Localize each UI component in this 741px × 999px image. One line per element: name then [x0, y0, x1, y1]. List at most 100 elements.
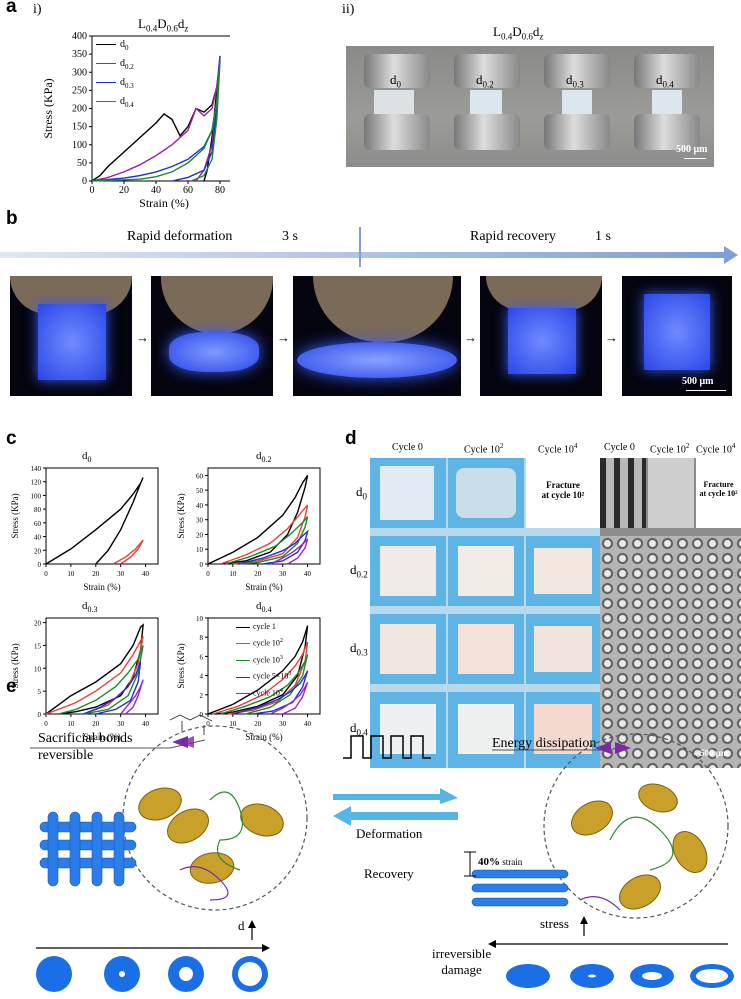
panel-b-label: b	[6, 208, 18, 229]
energy-dissipation-label: Energy dissipation	[492, 736, 597, 751]
y-tick-label: 10	[196, 615, 204, 623]
panel-a-ii-label: ii)	[342, 2, 355, 17]
timeline-divider	[359, 227, 361, 267]
y-tick-label: 30	[196, 517, 204, 525]
bottom-platen	[544, 114, 610, 150]
y-tick-label: 0	[38, 561, 42, 569]
series-line-0	[207, 475, 309, 565]
row-label-d0-2: d0.2	[350, 562, 368, 580]
x-tick-label: 20	[92, 720, 100, 728]
chart-c-title-d0-3: d0.3	[82, 600, 98, 615]
top-platen	[364, 54, 430, 88]
x-tick-label: 80	[215, 185, 225, 196]
x-tick-label: 10	[229, 720, 237, 728]
y-tick-label: 60	[196, 472, 204, 480]
panel-e-label: e	[6, 676, 17, 697]
y-tick-label: 0	[200, 561, 204, 569]
x-tick-label: 0	[44, 720, 48, 728]
legend-cycle-10-2: cycle 102	[236, 634, 291, 651]
arrow-icon: →	[277, 330, 290, 345]
top-platen	[544, 54, 610, 88]
row-label-d0-4: d0.4	[350, 720, 368, 738]
y-tick-label: 60	[34, 520, 42, 528]
chart-c-d0-4: 0 10 20 30 40 0 2 4 6 8 10 Strain (%) Stress (KPa)	[176, 615, 321, 742]
panel-a-i-label: i)	[33, 2, 42, 17]
x-tick-label: 40	[151, 185, 161, 196]
row-label-d0-3: d0.3	[350, 640, 368, 658]
chart-c-title-d0-2: d0.2	[256, 450, 272, 465]
x-axis-label: Strain (%)	[139, 196, 189, 210]
y-tick-label: 50	[77, 158, 87, 169]
panel-d-photo-grid: Fracture at cycle 10²	[370, 458, 600, 768]
x-tick-label: 30	[279, 720, 287, 728]
x-axis-label: Strain (%)	[245, 732, 282, 742]
chart-c-title-d0-4: d0.4	[256, 600, 272, 615]
fluorescent-photo-2	[151, 276, 273, 396]
x-tick-label: 30	[117, 570, 125, 578]
photo-label-d0-2: d0.2	[476, 72, 494, 90]
photo-d0-4-cycle10000	[526, 692, 600, 768]
y-tick-label: 200	[72, 104, 87, 115]
x-tick-label: 40	[304, 720, 312, 728]
legend-cycle-10-4: cycle 104	[236, 684, 291, 701]
series-line-3	[83, 661, 142, 715]
glowing-scaffold	[169, 332, 259, 372]
series-line-4	[269, 681, 309, 715]
recovery-label: Recovery	[364, 866, 414, 881]
chart-c-d0: 0 10 20 30 40 0 20 40 60 80 100 120 140 Strain (%) Str…	[10, 465, 159, 592]
x-tick-label: 20	[92, 570, 100, 578]
y-tick-label: 50	[196, 487, 204, 495]
y-tick-label: 5	[38, 688, 42, 696]
photo-d0-2-cycle10000	[526, 536, 600, 606]
photo-label-d0-4: d0.4	[656, 72, 674, 90]
x-tick-label: 10	[229, 570, 237, 578]
y-tick-label: 10	[196, 546, 204, 554]
series-line-1	[112, 539, 144, 565]
series-line-1	[91, 55, 221, 182]
deformation-label: Deformation	[356, 826, 423, 841]
x-tick-label: 0	[44, 570, 48, 578]
legend-cycle-1: cycle 1	[236, 620, 291, 634]
scale-bar-label: 500 μm	[682, 376, 714, 387]
x-tick-label: 30	[117, 720, 125, 728]
y-tick-label: 0	[200, 711, 204, 719]
sem-d0-cycle0	[600, 458, 646, 528]
y-axis-label: Stress (KPa)	[10, 643, 20, 688]
finger	[313, 276, 453, 342]
series-line-0	[45, 623, 144, 715]
panel-d-label: d	[345, 428, 357, 449]
y-tick-label: 140	[31, 465, 42, 473]
y-tick-label: 15	[34, 642, 42, 650]
panel-d-sem-grid: Fracture at cycle 10² 500 μm	[600, 458, 741, 768]
y-tick-label: 350	[72, 49, 87, 60]
col-header-sem-cycle-0: Cycle 0	[604, 442, 635, 453]
top-platen	[634, 54, 700, 88]
d-axis-label: d	[238, 918, 245, 933]
series-line-1	[212, 641, 309, 715]
x-tick-label: 30	[279, 570, 287, 578]
timeline-arrow-head	[724, 246, 738, 264]
rapid-recovery-label: Rapid recovery	[470, 229, 556, 244]
y-tick-label: 20	[34, 620, 42, 628]
photo-d0-4-cycle100	[448, 692, 524, 768]
x-axis-label: Strain (%)	[245, 582, 282, 592]
y-tick-label: 400	[72, 31, 87, 42]
sample-d0-4	[652, 90, 682, 114]
sem-fracture-note: Fracture at cycle 10²	[696, 458, 741, 528]
y-tick-label: 250	[72, 85, 87, 96]
photo-label-d0-3: d0.3	[566, 72, 584, 90]
glowing-scaffold	[297, 342, 457, 378]
legend-d0-3: d0.3	[96, 75, 134, 94]
col-header-cycle-0: Cycle 0	[392, 442, 423, 453]
chart-c-d0-3: 0 10 20 30 40 0 5 10 15 20 Strain (%) Stress (KPa)	[10, 617, 159, 742]
sample-d0	[374, 90, 414, 114]
glowing-scaffold	[508, 308, 576, 374]
series-line-0	[91, 61, 221, 182]
y-axis-label: Stress (KPa)	[176, 643, 186, 688]
arrow-icon: →	[605, 330, 618, 345]
x-tick-label: 20	[254, 570, 262, 578]
y-tick-label: 8	[200, 634, 204, 642]
fluorescent-photo-3	[293, 276, 461, 396]
series-line-1	[220, 504, 309, 565]
scale-bar	[686, 390, 726, 391]
